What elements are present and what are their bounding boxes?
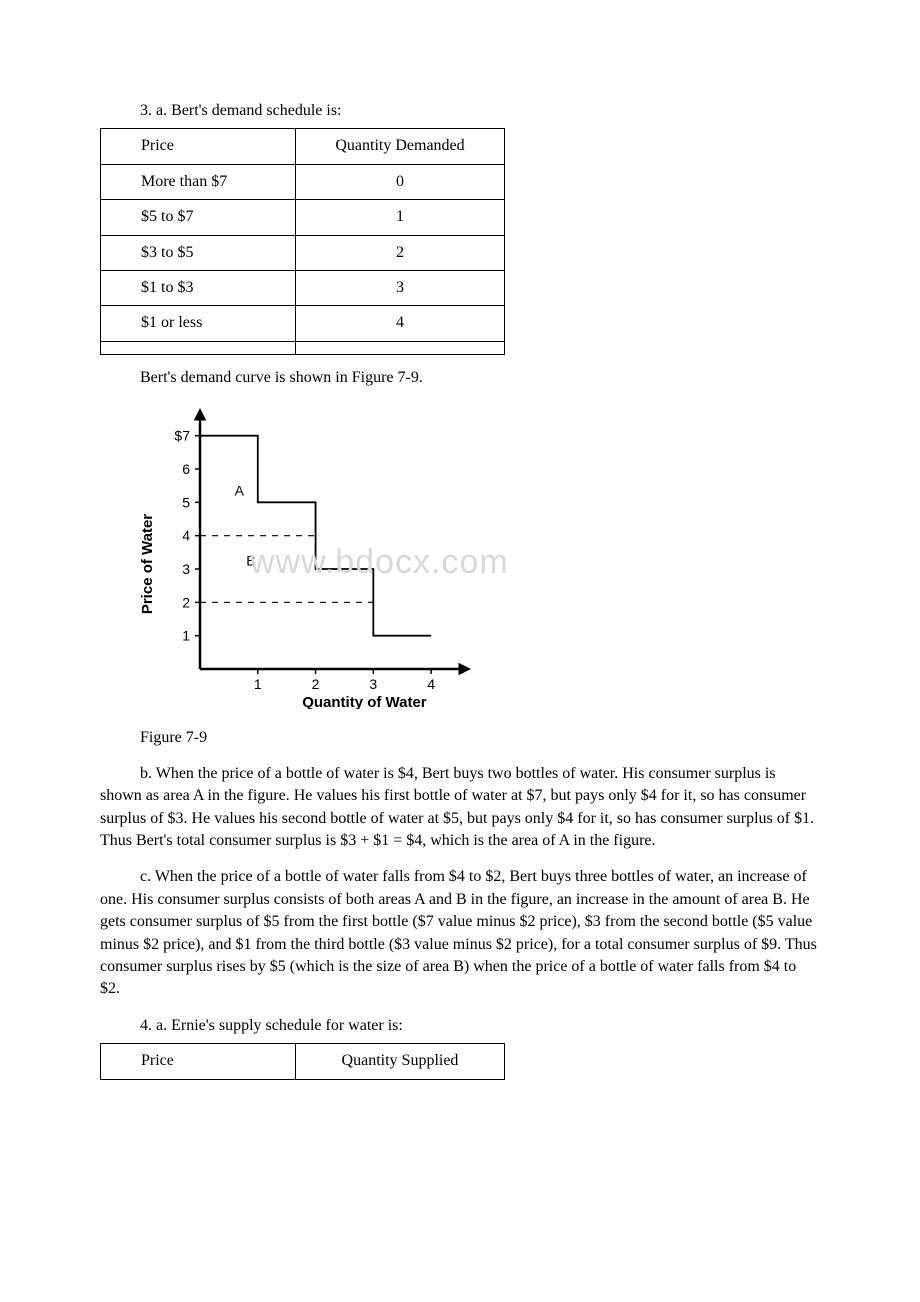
svg-text:5: 5 [182,494,190,510]
table-row: $3 to $52 [101,235,505,270]
q3-intro: 3. a. Bert's demand schedule is: [140,100,820,122]
cell-qty: 4 [296,306,505,341]
svg-text:Price of Water: Price of Water [139,514,156,614]
cell-qty: 0 [296,164,505,199]
table-row: $1 to $33 [101,270,505,305]
cell-price [101,341,296,354]
cell-price: More than $7 [101,164,296,199]
cell-price: $3 to $5 [101,235,296,270]
table-row [101,341,505,354]
svg-text:1: 1 [254,676,262,692]
q3-para-b: b. When the price of a bottle of water i… [100,763,820,853]
svg-text:Quantity of Water: Quantity of Water [302,694,427,709]
svg-text:4: 4 [182,528,190,544]
svg-text:1: 1 [182,628,190,644]
svg-text:3: 3 [369,676,377,692]
q4-intro: 4. a. Ernie's supply schedule for water … [140,1015,820,1037]
svg-text:6: 6 [182,461,190,477]
col-price-header: Price [101,1044,296,1079]
cell-price: $1 to $3 [101,270,296,305]
svg-text:B: B [246,553,255,569]
figure-label: Figure 7-9 [140,727,820,749]
supply-table: Price Quantity Supplied [100,1043,505,1079]
table-row: Price Quantity Demanded [101,129,505,164]
svg-text:3: 3 [182,561,190,577]
table-row: More than $70 [101,164,505,199]
figure-7-9: 1 2 3 4 5 6 $7 1 2 3 4 A B Price of Water Quantity of … [130,399,820,716]
curve-caption: Bert's demand curve is shown in Figure 7… [140,367,820,389]
svg-text:2: 2 [182,594,190,610]
cell-price: $1 or less [101,306,296,341]
col-qty-header: Quantity Supplied [296,1044,505,1079]
q3-para-c: c. When the price of a bottle of water f… [100,866,820,1000]
cell-qty: 1 [296,200,505,235]
svg-text:2: 2 [312,676,320,692]
col-qty-header: Quantity Demanded [296,129,505,164]
svg-text:A: A [235,483,245,499]
cell-qty: 3 [296,270,505,305]
table-row: $1 or less4 [101,306,505,341]
para-b-text: b. When the price of a bottle of water i… [100,765,814,849]
cell-price: $5 to $7 [101,200,296,235]
svg-text:$7: $7 [174,428,190,444]
table-row: $5 to $71 [101,200,505,235]
demand-table: Price Quantity Demanded More than $70 $5… [100,128,505,354]
cell-qty [296,341,505,354]
cell-qty: 2 [296,235,505,270]
para-c-text: c. When the price of a bottle of water f… [100,868,817,997]
col-price-header: Price [101,129,296,164]
table-row: Price Quantity Supplied [101,1044,505,1079]
svg-text:4: 4 [427,676,435,692]
demand-chart-svg: 1 2 3 4 5 6 $7 1 2 3 4 A B Price of Water Quantity of … [130,399,490,709]
